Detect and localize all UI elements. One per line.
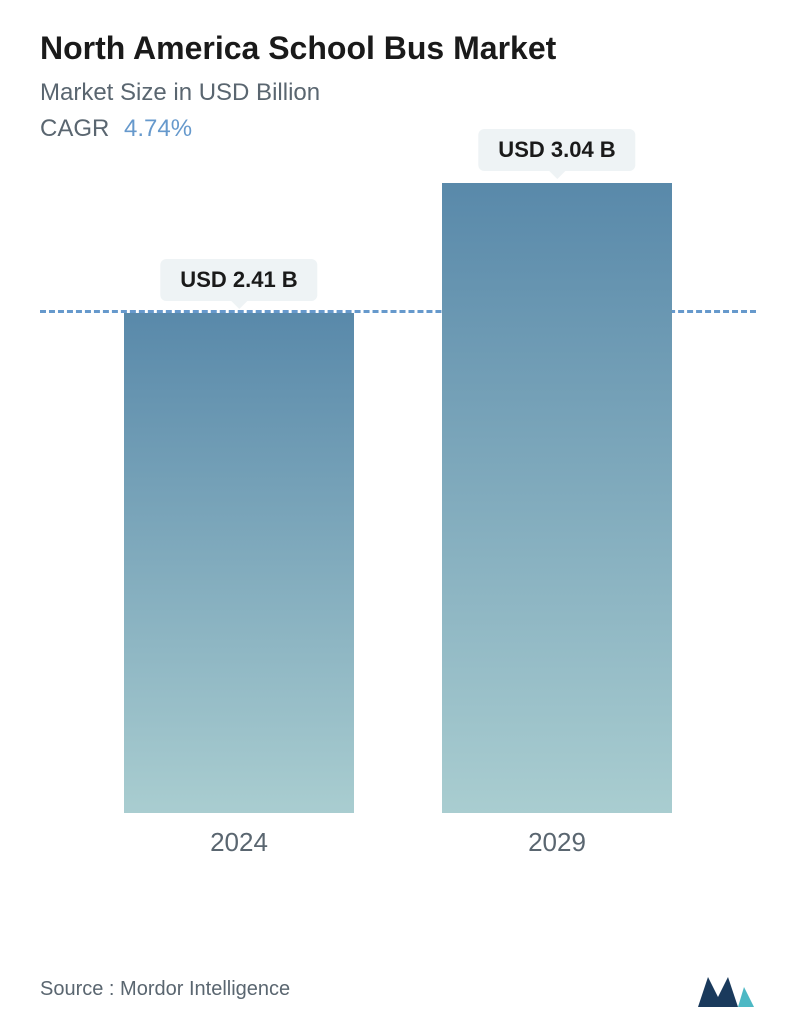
chart-subtitle: Market Size in USD Billion [40,79,756,107]
chart-footer: Source : Mordor Intelligence [40,969,756,1009]
source-label: Source : [40,978,114,1000]
chart-area: USD 2.41 B2024USD 3.04 B2029 [40,183,756,863]
bar [124,313,354,813]
chart-title: North America School Bus Market [40,30,756,67]
bar-group: USD 2.41 B2024 [124,313,354,813]
cagr-row: CAGR 4.74% [40,115,756,143]
source-value: Mordor Intelligence [120,978,290,1000]
x-axis-label: 2029 [442,827,672,858]
bar-value-label: USD 2.41 B [160,259,317,301]
bar [442,183,672,813]
bars-container: USD 2.41 B2024 USD 3.04 B2029 [40,183,756,813]
mordor-logo-icon [696,969,756,1009]
cagr-value: 4.74% [124,115,192,142]
source-text: Source : Mordor Intelligence [40,978,290,1001]
cagr-label: CAGR [40,115,109,142]
bar-value-label: USD 3.04 B [478,129,635,171]
bar-group: USD 3.04 B2029 [442,183,672,813]
x-axis-label: 2024 [124,827,354,858]
